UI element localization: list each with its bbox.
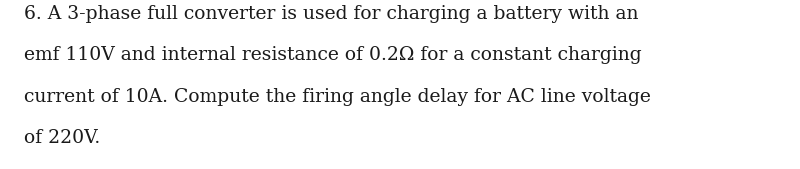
Text: 6. A 3-phase full converter is used for charging a battery with an: 6. A 3-phase full converter is used for …: [24, 5, 638, 23]
Text: of 220V.: of 220V.: [24, 129, 100, 147]
Text: emf 110V and internal resistance of 0.2Ω for a constant charging: emf 110V and internal resistance of 0.2Ω…: [24, 46, 642, 65]
Text: current of 10A. Compute the firing angle delay for AC line voltage: current of 10A. Compute the firing angle…: [24, 88, 651, 106]
